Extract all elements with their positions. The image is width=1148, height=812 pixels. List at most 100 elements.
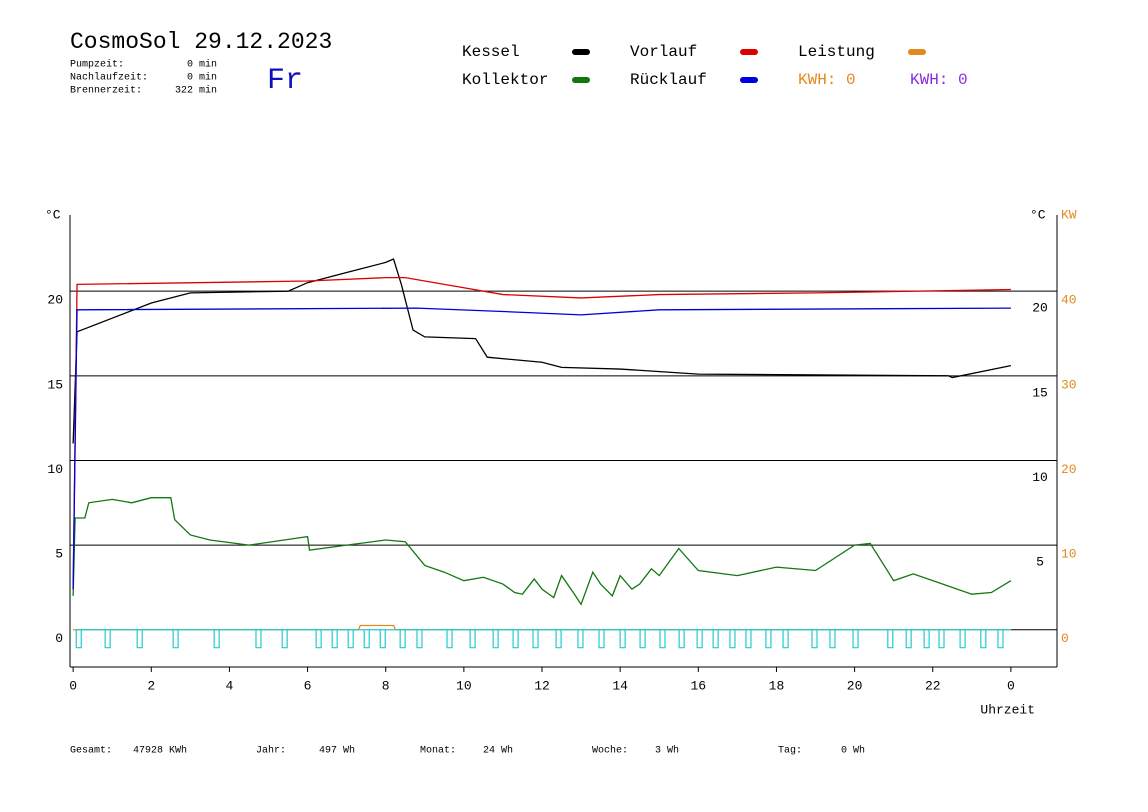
x-tick-label: 10: [456, 678, 472, 693]
pump-pulse: [923, 629, 930, 649]
x-tick-label: 0: [69, 678, 77, 693]
pump-pulse: [811, 629, 818, 649]
y-tick-label: 0: [55, 631, 63, 646]
series-line: [72, 497, 1012, 606]
footer-value: 24 Wh: [483, 745, 513, 757]
x-tick-label: 0: [1007, 678, 1015, 693]
y2-unit: KW: [1061, 207, 1077, 222]
kwh-label: KWH: 0: [910, 71, 968, 89]
x-tick-label: 20: [847, 678, 863, 693]
legend-label: Kollektor: [462, 71, 548, 89]
info-label: Pumpzeit:: [70, 59, 124, 71]
y-tick-label-right: 10: [1032, 470, 1048, 485]
footer-value: 3 Wh: [655, 745, 679, 757]
pump-pulse: [678, 629, 685, 649]
pump-pulse: [980, 629, 987, 649]
x-tick-label: 14: [612, 678, 628, 693]
pump-pulse: [281, 629, 288, 649]
pump-pulse: [696, 629, 703, 649]
y-tick-label: 15: [47, 377, 63, 392]
x-tick-label: 2: [147, 678, 155, 693]
y-tick-label: 10: [47, 462, 63, 477]
pump-pulse: [363, 629, 370, 649]
info-label: Nachlaufzeit:: [70, 72, 148, 84]
pump-pulse: [379, 629, 386, 649]
pump-pulse: [598, 629, 605, 649]
x-tick-label: 22: [925, 678, 941, 693]
x-tick-label: 16: [690, 678, 706, 693]
y2-tick-label: 0: [1061, 631, 1069, 646]
pump-pulse: [104, 629, 111, 649]
pump-pulse: [639, 629, 646, 649]
pump-pulse: [172, 629, 179, 649]
pump-pulse: [512, 629, 519, 649]
pump-pulse: [959, 629, 966, 649]
pump-pulse: [315, 629, 322, 649]
title: CosmoSol 29.12.2023: [70, 29, 332, 55]
legend-label: Kessel: [462, 43, 520, 61]
footer-label: Woche:: [592, 745, 628, 757]
footer-label: Tag:: [778, 746, 802, 757]
y-unit-right: °C: [1030, 207, 1046, 222]
pump-pulse: [555, 629, 562, 649]
day: Fr: [267, 64, 303, 98]
series-line: [72, 258, 1012, 444]
x-tick-label: 18: [769, 678, 785, 693]
y-unit: °C: [45, 207, 61, 222]
pump-pulse: [399, 629, 406, 649]
y-tick-label-right: 15: [1032, 385, 1048, 400]
footer-label: Jahr:: [256, 745, 286, 757]
info-value: 322 min: [175, 85, 217, 97]
y-tick-label: 20: [47, 293, 63, 308]
pump-pulse: [446, 629, 453, 649]
x-tick-label: 6: [304, 678, 312, 693]
series-line: [72, 276, 1011, 590]
pump-pulse: [997, 629, 1004, 649]
y-tick-label: 5: [55, 547, 63, 562]
pump-pulse: [829, 629, 836, 649]
pump-pulse: [75, 629, 82, 649]
pump-pulse: [712, 629, 719, 649]
footer-value: 0 Wh: [841, 745, 865, 757]
legend-label: Leistung: [798, 43, 875, 61]
info-value: 0 min: [187, 72, 217, 84]
y2-tick-label: 40: [1061, 293, 1077, 308]
y-tick-label-right: 20: [1032, 301, 1048, 316]
series-line: [73, 624, 1011, 631]
pump-pulse: [469, 629, 476, 649]
legend-label: Rücklauf: [630, 71, 707, 89]
pump-pulse: [905, 629, 912, 649]
footer-label: Monat:: [420, 746, 456, 757]
y2-tick-label: 20: [1061, 462, 1077, 477]
info-label: Brennerzeit:: [70, 85, 142, 97]
pump-pulse: [729, 629, 736, 649]
pump-pulse: [852, 629, 859, 649]
pump-pulse: [745, 629, 752, 649]
x-tick-label: 4: [226, 678, 234, 693]
x-tick-label: 8: [382, 678, 390, 693]
y2-tick-label: 10: [1061, 547, 1077, 562]
pump-pulse: [782, 629, 789, 649]
pump-pulse: [938, 629, 945, 649]
info-value: 0 min: [187, 59, 217, 71]
footer-value: 497 Wh: [319, 745, 355, 757]
series-line: [72, 307, 1011, 590]
x-label: Uhrzeit: [980, 702, 1035, 717]
y2-tick-label: 30: [1061, 377, 1077, 392]
footer-label: Gesamt:: [70, 746, 112, 757]
pump-pulse: [532, 629, 539, 649]
pump-pulse: [659, 629, 666, 649]
pump-pulse: [136, 629, 143, 649]
pump-pulse: [492, 629, 499, 649]
pump-pulse: [619, 629, 626, 649]
x-tick-label: 12: [534, 678, 550, 693]
footer-value: 47928 KWh: [133, 745, 187, 757]
legend-label: Vorlauf: [630, 43, 697, 61]
pump-pulse: [887, 629, 894, 649]
pump-pulse: [577, 629, 584, 649]
kwh-label: KWH: 0: [798, 71, 856, 89]
pump-pulse: [255, 629, 262, 649]
pump-pulse: [347, 629, 354, 649]
pump-pulse: [331, 629, 338, 649]
